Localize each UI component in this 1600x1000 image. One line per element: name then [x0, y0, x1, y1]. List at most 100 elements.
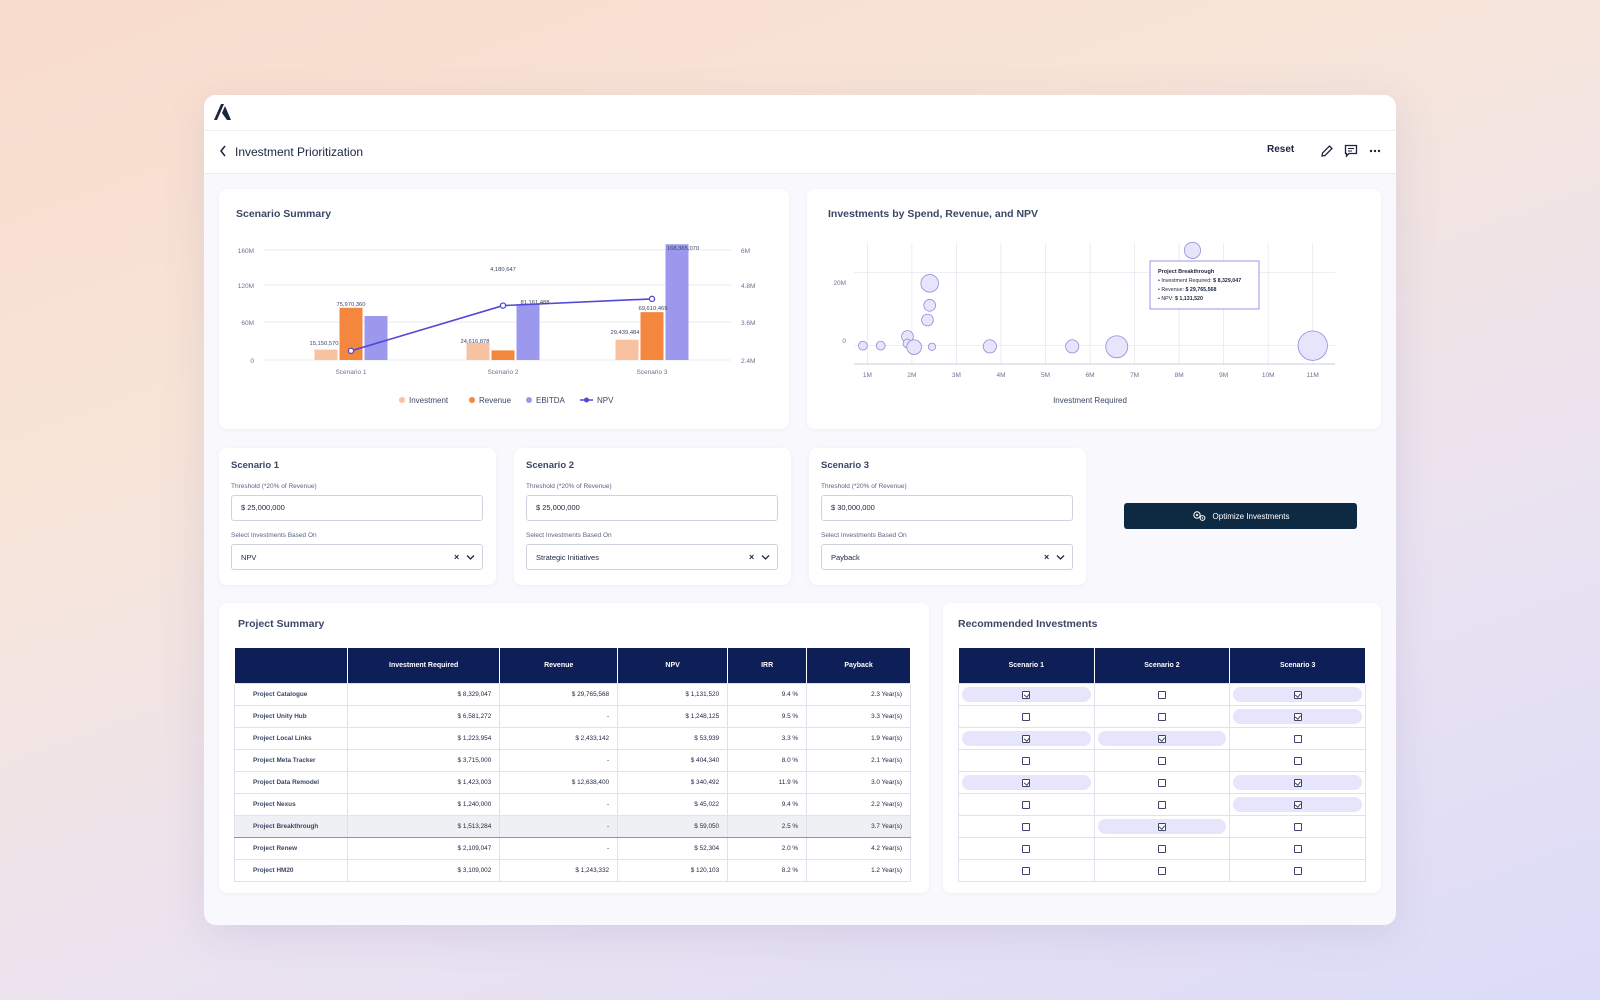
table-cell: $ 2,433,142	[499, 727, 619, 750]
recommend-checkbox[interactable]	[962, 687, 1091, 702]
recommend-checkbox[interactable]	[962, 863, 1091, 878]
legend-ebitda: EBITDA	[536, 396, 566, 405]
recommend-checkbox[interactable]	[962, 775, 1091, 790]
recommend-checkbox[interactable]	[962, 797, 1091, 812]
recommend-checkbox[interactable]	[962, 753, 1091, 768]
recommend-checkbox[interactable]	[1098, 775, 1227, 790]
recommend-checkbox[interactable]	[1233, 731, 1362, 746]
table-row[interactable]: Project Data Remodel $ 1,423,003 $ 12,638,…	[234, 771, 911, 794]
project-summary-title: Project Summary	[238, 618, 325, 630]
recommend-checkbox[interactable]	[962, 819, 1091, 834]
select-investments-dropdown[interactable]: Strategic Initiatives ×	[526, 544, 778, 570]
recommend-checkbox[interactable]	[1097, 819, 1227, 834]
unchecked-box-icon	[1022, 844, 1031, 853]
clear-icon[interactable]: ×	[1044, 552, 1050, 562]
x-tick-label: 8M	[1175, 372, 1184, 379]
table-row[interactable]: Project Meta Tracker $ 3,715,000- $ 404,34…	[234, 749, 911, 772]
recommend-checkbox[interactable]	[1098, 863, 1227, 878]
recommend-checkbox[interactable]	[1233, 819, 1362, 834]
table-row[interactable]: Project HM20 $ 3,109,002 $ 1,243,332 $ 120,…	[234, 859, 911, 882]
threshold-input[interactable]: $ 30,000,000	[821, 495, 1073, 521]
recommend-checkbox[interactable]	[1097, 731, 1227, 746]
recommend-checkbox[interactable]	[1098, 687, 1227, 702]
more-icon[interactable]	[1368, 144, 1382, 158]
table-row	[958, 771, 1366, 794]
recommend-checkbox[interactable]	[1098, 797, 1227, 812]
recommend-checkbox[interactable]	[962, 731, 1091, 746]
table-cell: $ 1,223,954	[346, 727, 501, 750]
bubble-point	[1065, 339, 1080, 354]
checked-box-icon	[1293, 690, 1302, 699]
project-name: Project Local Links	[234, 727, 348, 750]
chevron-down-icon[interactable]	[466, 554, 475, 561]
comment-icon[interactable]	[1344, 144, 1358, 158]
x-tick-label: 10M	[1262, 372, 1275, 379]
recommend-checkbox[interactable]	[962, 709, 1091, 724]
pencil-icon[interactable]	[1320, 144, 1334, 158]
column-header: Scenario 3	[1229, 647, 1366, 684]
chevron-down-icon[interactable]	[761, 554, 770, 561]
table-row	[958, 727, 1366, 750]
legend-swatch-ebitda	[526, 397, 532, 403]
recommend-checkbox[interactable]	[962, 841, 1091, 856]
select-investments-dropdown[interactable]: NPV ×	[231, 544, 483, 570]
data-label: 29,439,484	[610, 330, 640, 336]
table-cell: 8.2 %	[727, 859, 808, 882]
y-tick: 20M	[833, 280, 846, 287]
column-header: Revenue	[499, 647, 619, 684]
table-row[interactable]: Project Unity Hub $ 6,581,272- $ 1,248,125…	[234, 705, 911, 728]
recommended-title: Recommended Investments	[958, 618, 1098, 630]
table-row	[958, 705, 1366, 728]
table-cell: $ 12,638,400	[499, 771, 619, 794]
recommend-checkbox[interactable]	[1233, 775, 1362, 790]
recommend-checkbox[interactable]	[1233, 709, 1362, 724]
clear-icon[interactable]: ×	[749, 552, 755, 562]
recommend-checkbox[interactable]	[1233, 841, 1362, 856]
unchecked-box-icon	[1293, 734, 1302, 743]
table-cell: $ 1,423,003	[346, 771, 501, 794]
svg-text:• Investment Required: $ 8,329: • Investment Required: $ 8,329,047	[1158, 278, 1241, 284]
table-row	[958, 793, 1366, 816]
bar-ebitda	[665, 244, 689, 360]
y-left-tick: 0	[250, 358, 254, 365]
table-row[interactable]: Project Nexus $ 1,240,000- $ 45,022 9.4 % 2.…	[234, 793, 911, 816]
recommend-checkbox[interactable]	[1233, 863, 1362, 878]
select-investments-dropdown[interactable]: Payback ×	[821, 544, 1073, 570]
table-cell: $ 120,103	[617, 859, 729, 882]
table-cell	[1229, 771, 1366, 794]
column-header: Investment Required	[346, 647, 501, 684]
table-cell: $ 45,022	[617, 793, 729, 816]
unchecked-box-icon	[1157, 690, 1166, 699]
y-right-tick: 6M	[741, 248, 750, 255]
y-left-tick: 160M	[238, 248, 254, 255]
clear-icon[interactable]: ×	[454, 552, 460, 562]
checked-box-icon	[1157, 822, 1166, 831]
table-row[interactable]: Project Local Links $ 1,223,954 $ 2,433,14…	[234, 727, 911, 750]
threshold-input[interactable]: $ 25,000,000	[526, 495, 778, 521]
bubble-point	[875, 340, 886, 351]
bar-investment	[615, 339, 639, 360]
recommend-checkbox[interactable]	[1233, 797, 1362, 812]
recommend-checkbox[interactable]	[1233, 753, 1362, 768]
table-row[interactable]: Project Catalogue $ 8,329,047 $ 29,765,568…	[234, 683, 911, 706]
recommend-checkbox[interactable]	[1098, 753, 1227, 768]
table-cell: 11.9 %	[727, 771, 808, 794]
threshold-input[interactable]: $ 25,000,000	[231, 495, 483, 521]
optimize-investments-button[interactable]: Optimize Investments	[1124, 503, 1357, 529]
recommend-checkbox[interactable]	[1098, 841, 1227, 856]
column-header: IRR	[727, 647, 808, 684]
reset-button[interactable]: Reset	[1267, 144, 1295, 155]
tooltip-title: Project Breakthrough	[1158, 269, 1215, 275]
table-row[interactable]: Project Breakthrough $ 1,513,284- $ 59,050…	[234, 815, 911, 838]
recommend-checkbox[interactable]	[1098, 709, 1227, 724]
table-row[interactable]: Project Renew $ 2,109,047- $ 52,304 2.0 % 4.…	[234, 837, 911, 860]
tooltip-label: • Investment Required:	[1158, 278, 1213, 284]
table-row	[958, 815, 1366, 838]
npv-point	[648, 295, 656, 303]
project-summary-card: Project Summary Investment Required Reven…	[219, 603, 929, 893]
chevron-down-icon[interactable]	[1056, 554, 1065, 561]
chevron-left-icon[interactable]	[218, 144, 228, 158]
bubble-point	[1183, 241, 1201, 259]
recommend-checkbox[interactable]	[1233, 687, 1362, 702]
table-row	[958, 683, 1366, 706]
